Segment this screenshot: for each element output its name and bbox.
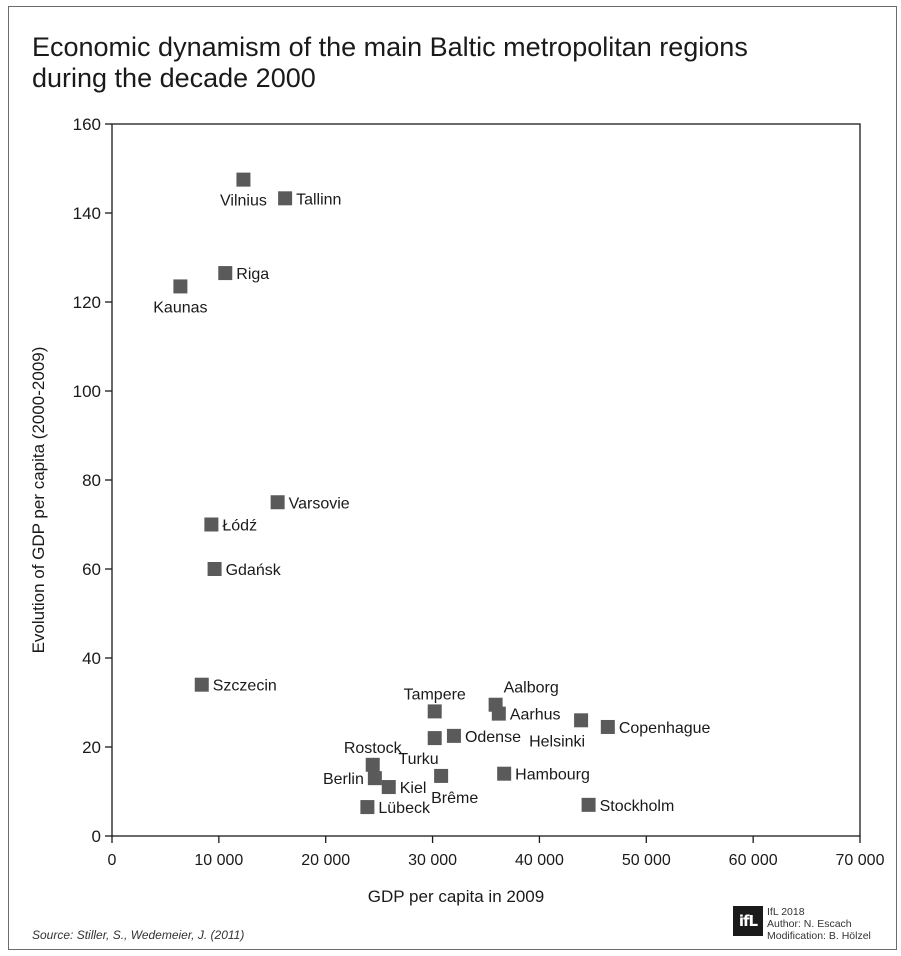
y-tick-label: 60 <box>82 560 101 579</box>
data-point-marker <box>427 731 442 746</box>
data-point-label: Riga <box>236 266 269 283</box>
data-point-marker <box>446 728 461 743</box>
data-point-label: Szczecin <box>213 678 277 695</box>
data-point-label: Turku <box>398 751 438 768</box>
data-point-label: Brême <box>431 790 478 807</box>
data-point-label: Helsinki <box>529 733 585 750</box>
data-point-label: Hambourg <box>515 767 590 784</box>
y-axis-label: Evolution of GDP per capita (2000-2009) <box>29 347 48 654</box>
x-tick-label: 30 000 <box>408 852 457 869</box>
credit-modification: Modification: B. Hölzel <box>767 930 871 942</box>
y-tick-label: 120 <box>73 293 101 312</box>
chart-title-line-1: Economic dynamism of the main Baltic met… <box>32 32 748 62</box>
data-point-marker <box>434 768 449 783</box>
data-point-marker <box>194 677 209 692</box>
ifl-logo: ifL <box>733 906 763 936</box>
credit-lines: IfL 2018 Author: N. Escach Modification:… <box>767 906 871 942</box>
data-point-marker <box>381 780 396 795</box>
x-tick-label: 50 000 <box>622 852 671 869</box>
x-axis-label: GDP per capita in 2009 <box>368 887 544 906</box>
data-point-label: Copenhague <box>619 720 711 737</box>
data-point-marker <box>365 757 380 772</box>
data-point-label: Rostock <box>344 740 403 757</box>
x-tick-label: 0 <box>108 852 117 869</box>
data-point-label: Vilnius <box>220 193 267 210</box>
data-point-label: Gdańsk <box>226 562 282 579</box>
data-point-marker <box>218 266 233 281</box>
credit-block: ifL IfL 2018 Author: N. Escach Modificat… <box>733 906 871 942</box>
x-tick-label: 70 000 <box>836 852 885 869</box>
figure-frame <box>8 6 897 950</box>
data-point-marker <box>360 800 375 815</box>
data-point-marker <box>207 562 222 576</box>
credit-year: IfL 2018 <box>767 906 805 918</box>
data-point-marker <box>270 495 285 510</box>
data-point-marker <box>497 766 512 781</box>
data-point-marker <box>278 191 293 206</box>
data-point-marker <box>236 172 251 187</box>
data-point-label: Varsovie <box>289 495 350 512</box>
y-tick-label: 0 <box>92 827 101 846</box>
credit-author: Author: N. Escach <box>767 918 852 930</box>
data-point-marker <box>367 771 382 786</box>
data-point-marker <box>173 279 188 294</box>
chart-title: Economic dynamism of the main Baltic met… <box>32 32 872 94</box>
data-point-marker <box>427 704 442 719</box>
data-point-label: Stockholm <box>600 798 675 815</box>
data-point-label: Aarhus <box>510 707 561 724</box>
data-point-marker <box>581 797 596 812</box>
data-point-label: Odense <box>465 729 521 746</box>
data-point-marker <box>600 719 615 734</box>
data-point-label: Kiel <box>400 780 427 797</box>
data-point-label: Tampere <box>404 686 466 703</box>
x-tick-label: 10 000 <box>194 852 243 869</box>
data-point-label: Berlin <box>323 771 364 788</box>
data-point-label: Kaunas <box>153 299 207 316</box>
data-point-label: Aalborg <box>504 680 559 697</box>
data-point-marker <box>204 517 219 532</box>
y-tick-label: 40 <box>82 649 101 668</box>
data-point-marker <box>491 706 506 721</box>
y-tick-label: 140 <box>73 204 101 223</box>
y-tick-label: 80 <box>82 471 101 490</box>
y-tick-label: 100 <box>73 382 101 401</box>
y-tick-label: 20 <box>82 738 101 757</box>
data-point-label: Lübeck <box>378 800 431 817</box>
data-point-label: Łódź <box>222 518 257 535</box>
x-tick-label: 40 000 <box>515 852 564 869</box>
y-tick-label: 160 <box>73 115 101 134</box>
x-tick-label: 60 000 <box>729 852 778 869</box>
x-tick-label: 20 000 <box>301 852 350 869</box>
source-note: Source: Stiller, S., Wedemeier, J. (2011… <box>32 928 245 942</box>
data-point-label: Tallinn <box>296 191 341 208</box>
data-point-marker <box>574 713 589 728</box>
chart-title-line-2: during the decade 2000 <box>32 63 316 93</box>
